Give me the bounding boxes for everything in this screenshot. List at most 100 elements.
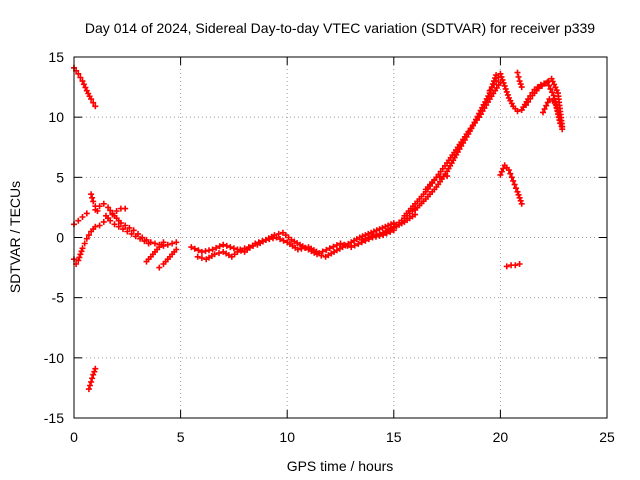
data-point: [173, 239, 180, 246]
data-point: [198, 255, 205, 261]
x-tick-label: 0: [70, 429, 78, 445]
data-point: [164, 241, 171, 248]
data-point: [209, 246, 216, 253]
y-tick-label: 5: [56, 169, 64, 185]
data-point: [323, 246, 330, 253]
data-point: [230, 245, 237, 252]
data-point: [237, 246, 244, 253]
data-point: [78, 248, 85, 255]
data-point: [77, 74, 84, 81]
data-point: [517, 81, 524, 88]
data-point: [113, 208, 120, 214]
data-point: [280, 237, 287, 244]
data-point: [111, 221, 118, 228]
data-point: [502, 85, 509, 92]
data-point: [80, 81, 87, 88]
data-point: [559, 126, 566, 133]
data-point: [107, 217, 114, 224]
data-point: [100, 218, 107, 225]
data-point: [277, 236, 284, 243]
data-point: [523, 102, 529, 109]
data-point: [330, 243, 337, 250]
data-point: [85, 386, 92, 393]
data-point: [92, 365, 99, 372]
data-point: [512, 262, 519, 269]
data-point: [516, 194, 523, 201]
data-point: [220, 241, 227, 248]
data-point: [213, 244, 220, 251]
data-point: [250, 242, 257, 249]
grid-lines: [74, 57, 607, 418]
data-point: [507, 170, 514, 177]
data-point: [75, 70, 82, 77]
data-point: [227, 244, 234, 251]
data-point: [195, 247, 202, 254]
data-point: [539, 82, 545, 89]
data-point: [89, 194, 96, 201]
data-point: [130, 227, 137, 234]
data-point: [444, 173, 451, 180]
data-point: [194, 253, 201, 260]
data-point: [96, 222, 103, 229]
data-point: [318, 252, 325, 259]
data-point: [510, 177, 517, 184]
data-point: [216, 243, 223, 250]
data-point: [497, 70, 504, 77]
data-point: [122, 205, 129, 212]
data-point: [516, 261, 523, 267]
data-point: [83, 235, 90, 242]
data-point: [355, 240, 362, 247]
data-point: [128, 230, 135, 237]
data-point: [508, 174, 515, 181]
data-point: [156, 264, 163, 271]
data-point: [160, 239, 167, 246]
data-point: [211, 251, 218, 258]
data-point: [82, 84, 89, 91]
data-point: [549, 97, 556, 104]
data-point: [271, 232, 278, 239]
data-point: [547, 85, 554, 92]
data-point: [491, 81, 497, 88]
y-tick-label: -15: [44, 410, 64, 426]
data-point: [241, 245, 248, 252]
data-point: [525, 98, 532, 105]
data-point: [314, 251, 320, 258]
x-tick-label: 5: [177, 429, 185, 445]
data-point: [493, 78, 500, 85]
data-point: [90, 371, 97, 378]
y-tick-label: -10: [44, 350, 64, 366]
data-point: [88, 378, 95, 385]
x-tick-label: 25: [599, 429, 615, 445]
data-point: [88, 96, 95, 103]
data-point: [515, 191, 522, 198]
data-point: [92, 223, 99, 230]
y-axis-label: SDTVAR / TECUs: [7, 181, 23, 293]
data-point: [124, 228, 131, 235]
data-point: [92, 206, 99, 213]
data-point: [518, 200, 525, 207]
data-point: [373, 232, 379, 239]
data-point: [541, 106, 548, 112]
data-point: [511, 181, 518, 188]
data-point: [501, 82, 508, 89]
data-point: [358, 236, 365, 243]
data-point: [169, 240, 176, 247]
data-point: [456, 146, 463, 153]
data-point: [498, 168, 505, 175]
data-point: [79, 214, 86, 220]
data-point: [500, 79, 507, 86]
data-point: [319, 248, 326, 255]
data-point: [83, 210, 90, 217]
data-point: [245, 244, 252, 251]
data-point: [515, 73, 522, 80]
x-tick-label: 10: [279, 429, 295, 445]
data-point: [81, 240, 88, 247]
data-point: [333, 242, 340, 249]
y-tick-label: 10: [48, 109, 64, 125]
data-point: [188, 244, 195, 251]
data-point: [79, 78, 86, 85]
data-point: [505, 167, 512, 174]
data-point: [90, 99, 97, 106]
